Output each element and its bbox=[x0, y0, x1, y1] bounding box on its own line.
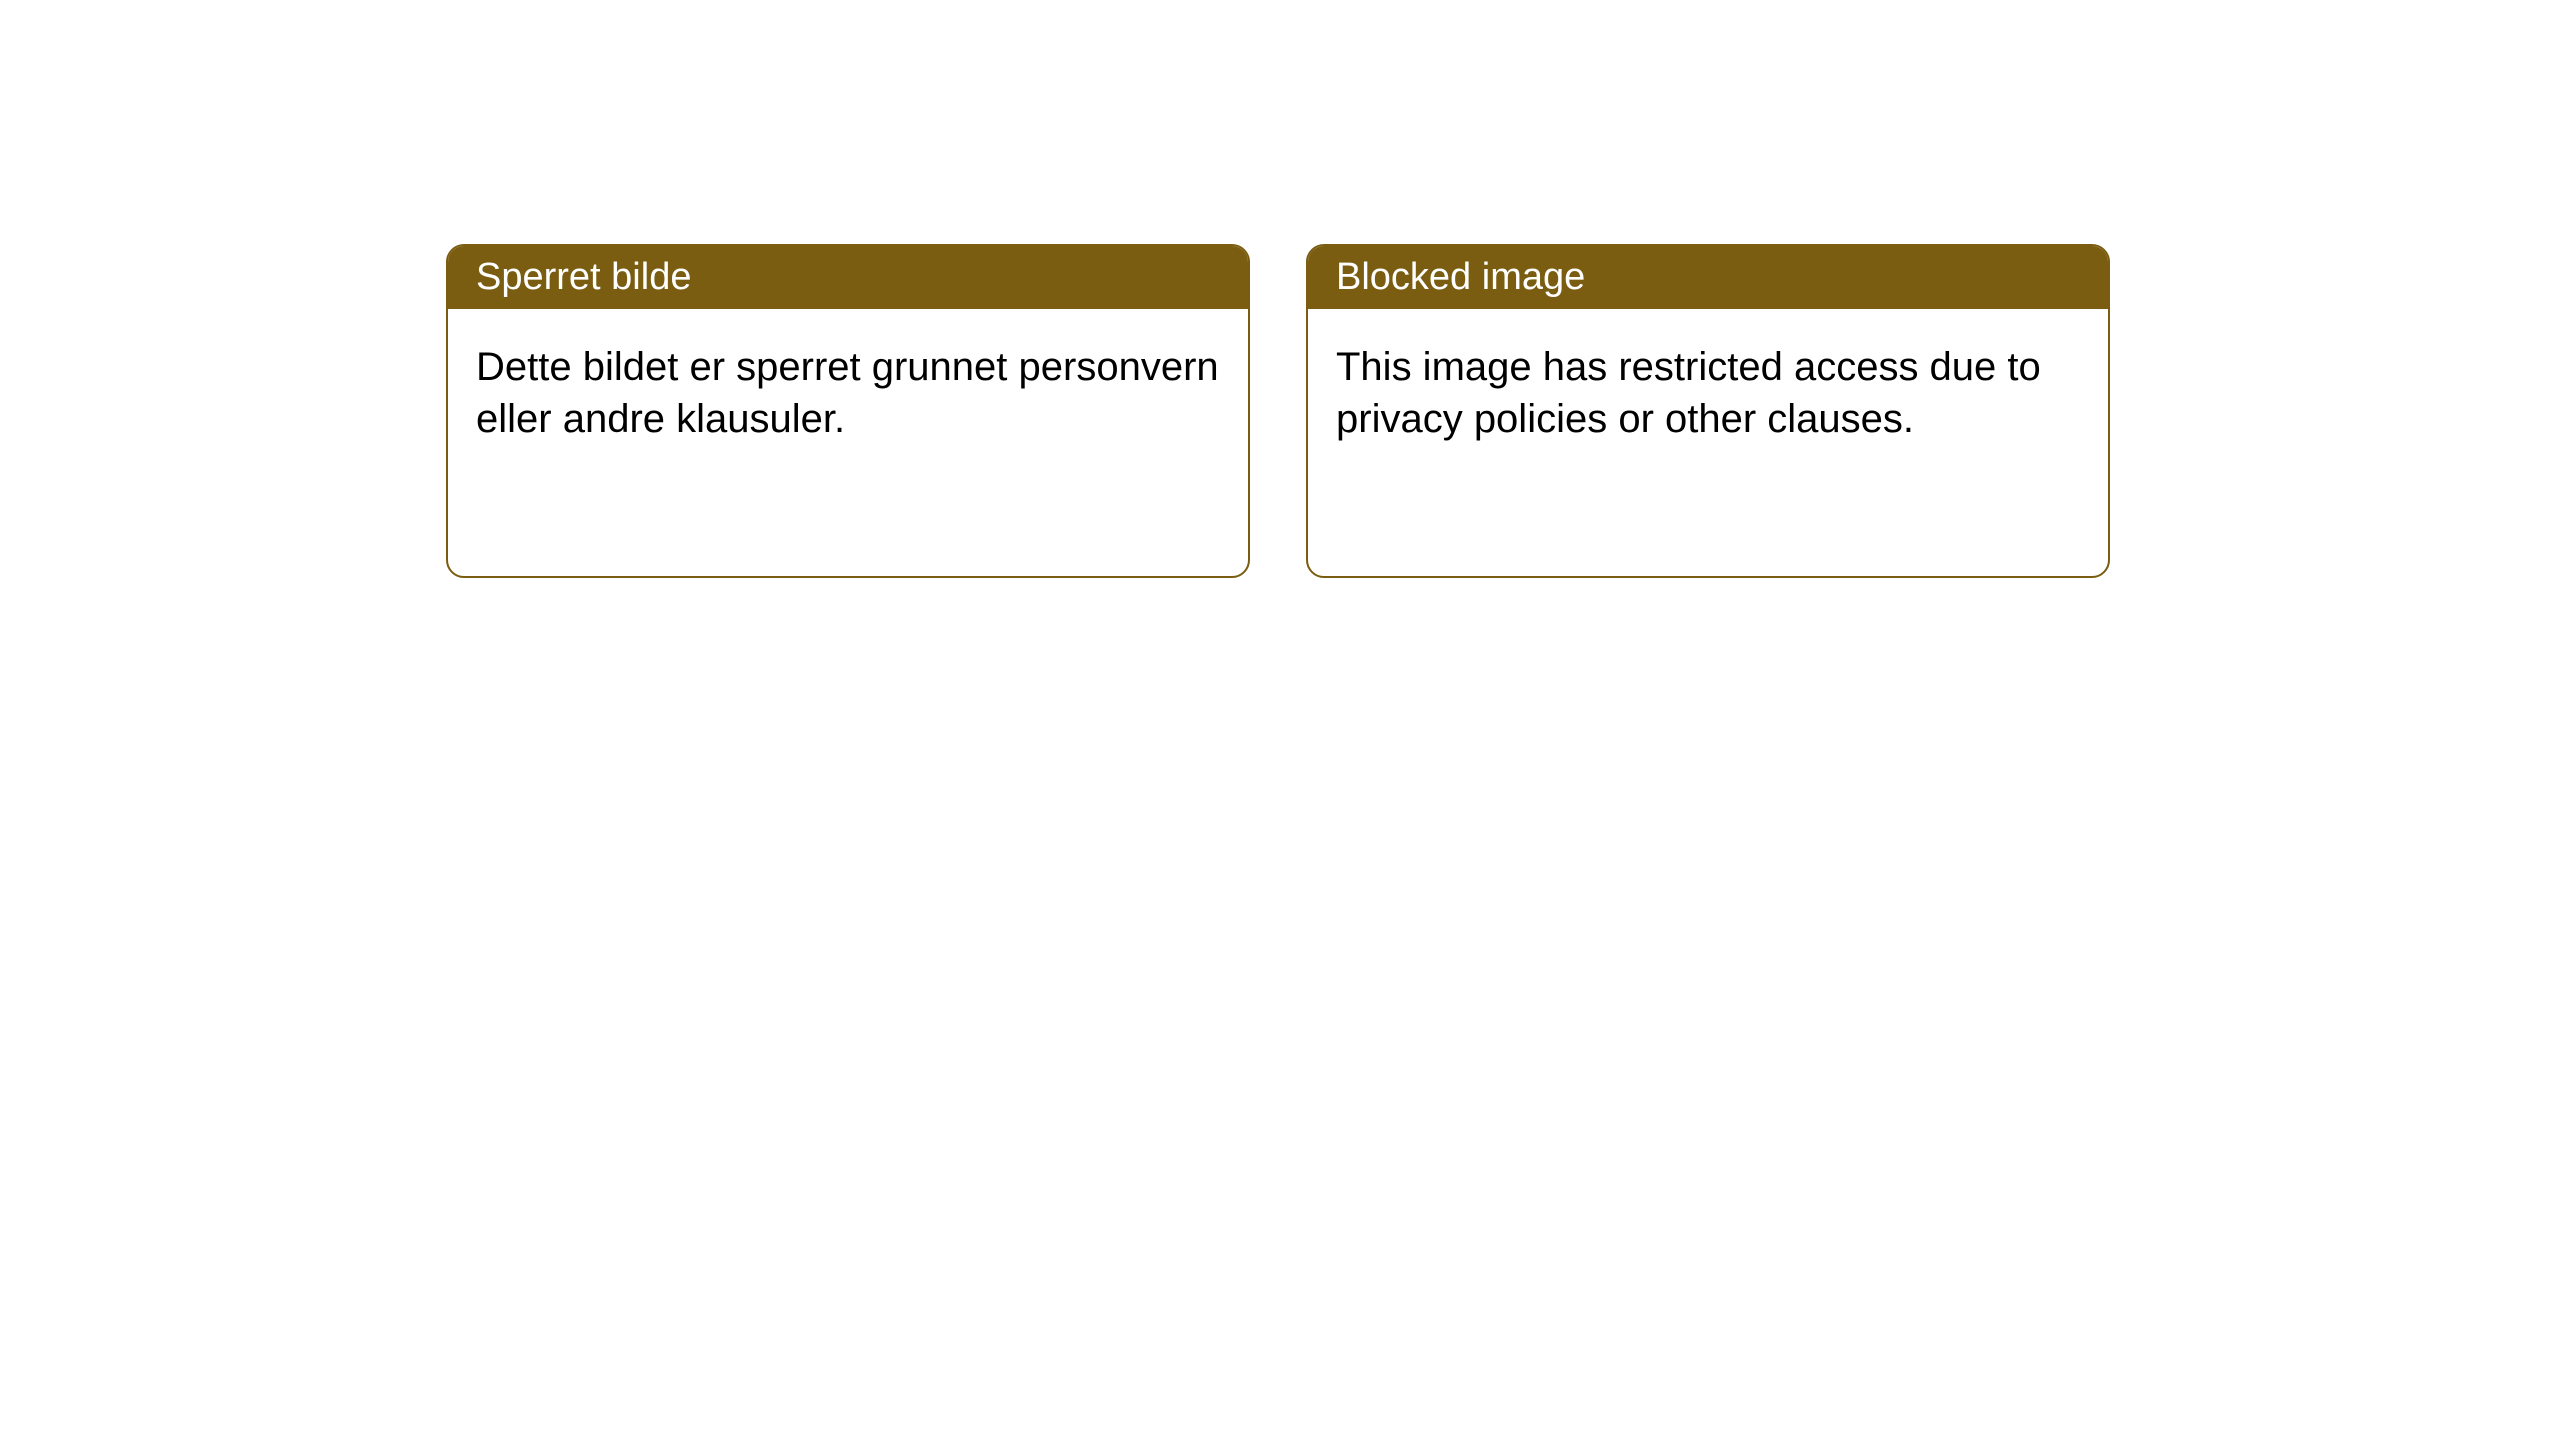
notice-title: Sperret bilde bbox=[448, 246, 1248, 309]
notice-body: Dette bildet er sperret grunnet personve… bbox=[448, 309, 1248, 477]
notice-card-english: Blocked image This image has restricted … bbox=[1306, 244, 2110, 578]
notice-title: Blocked image bbox=[1308, 246, 2108, 309]
notice-card-norwegian: Sperret bilde Dette bildet er sperret gr… bbox=[446, 244, 1250, 578]
notice-container: Sperret bilde Dette bildet er sperret gr… bbox=[0, 0, 2560, 578]
notice-body: This image has restricted access due to … bbox=[1308, 309, 2108, 477]
